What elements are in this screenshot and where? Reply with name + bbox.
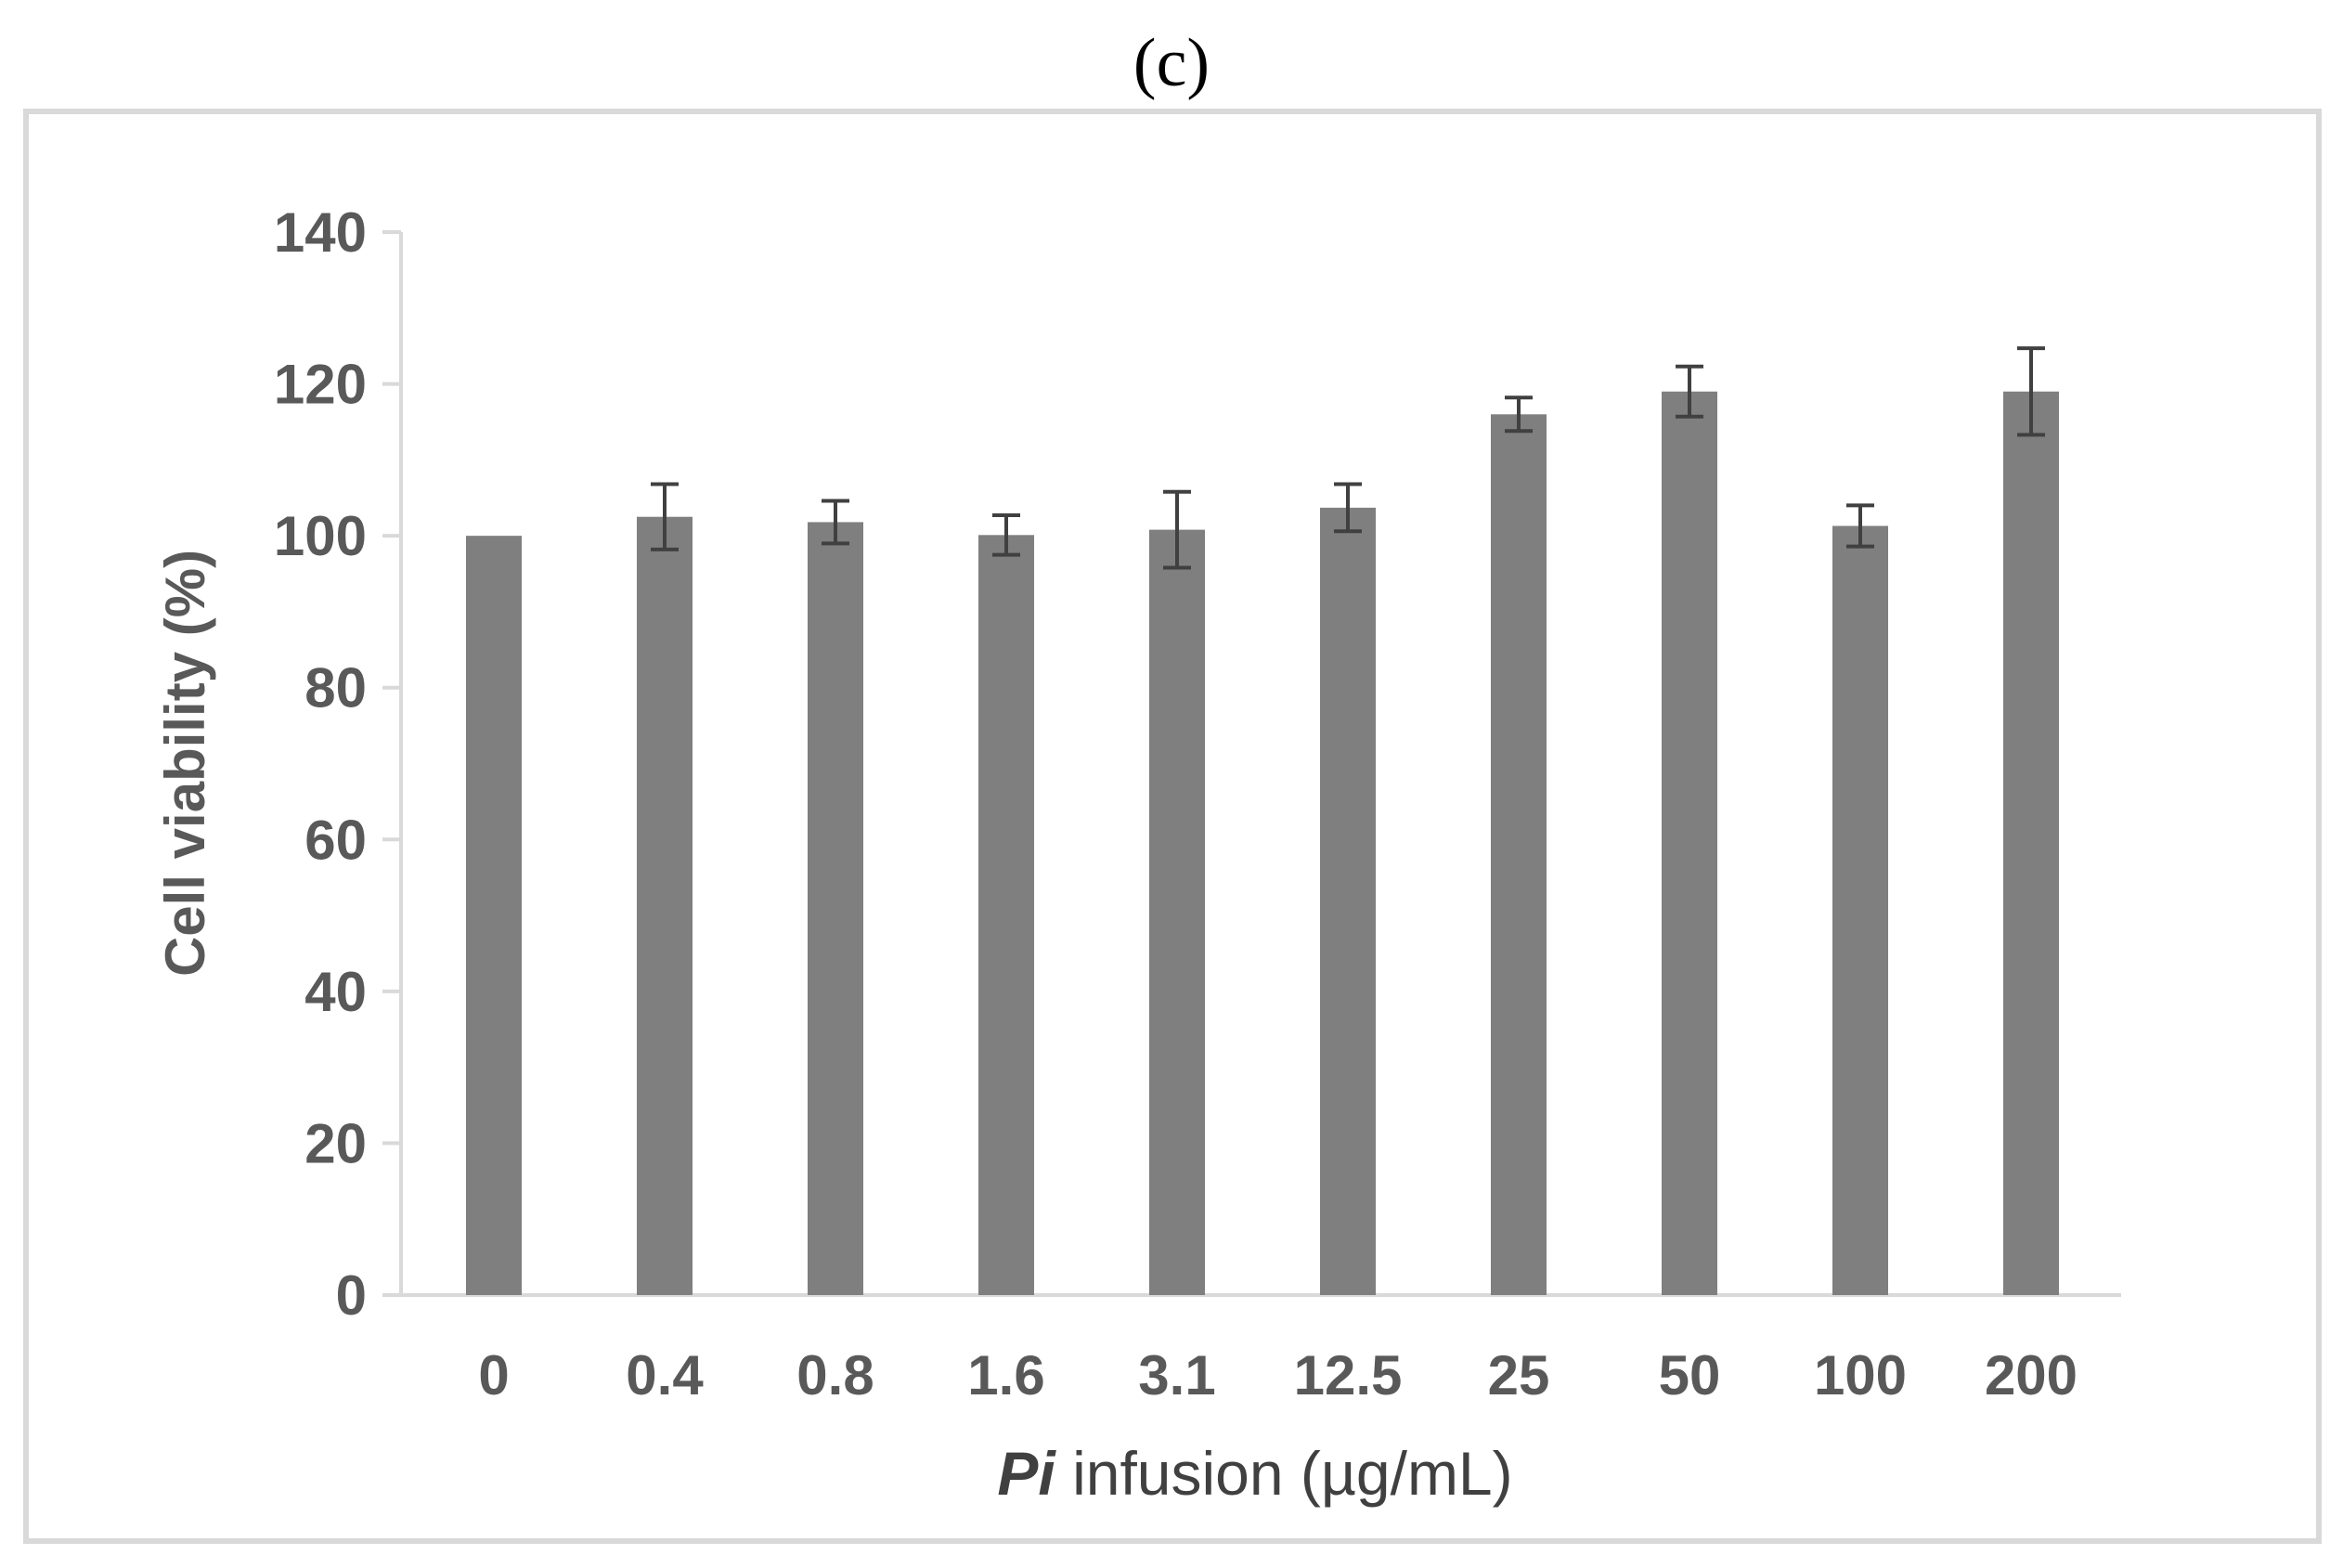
bar-series xyxy=(466,391,2059,1295)
bar xyxy=(1320,507,1376,1295)
y-tick-label: 20 xyxy=(304,1112,367,1174)
error-bar xyxy=(1505,395,1533,434)
bar xyxy=(637,516,693,1295)
y-tick-label: 100 xyxy=(274,505,367,567)
x-tick-label: 0.4 xyxy=(626,1344,704,1406)
y-tick-label: 40 xyxy=(304,961,367,1023)
x-axis-labels: 0 0.4 0.8 1.6 3.1 12.5 25 50 100 200 xyxy=(478,1344,2078,1406)
error-bar xyxy=(1334,482,1362,534)
bar xyxy=(466,536,522,1295)
error-bar xyxy=(2017,346,2045,437)
x-tick-label: 0.8 xyxy=(796,1344,874,1406)
error-bar xyxy=(1676,364,1703,419)
x-axis-title-rest: infusion (µg/mL) xyxy=(1055,1439,1513,1508)
y-axis-ticks: 0 20 40 60 80 100 120 140 xyxy=(274,201,401,1327)
chart-frame xyxy=(23,109,2322,1544)
error-bars xyxy=(651,346,2045,570)
x-tick-label: 200 xyxy=(1985,1344,2078,1406)
x-tick-label: 100 xyxy=(1814,1344,1907,1406)
x-tick-label: 12.5 xyxy=(1294,1344,1403,1406)
bar xyxy=(808,522,863,1295)
bar xyxy=(1491,414,1547,1295)
x-tick-label: 25 xyxy=(1488,1344,1550,1406)
error-bar xyxy=(992,513,1020,557)
error-bar xyxy=(822,499,849,546)
y-tick-label: 140 xyxy=(274,201,367,264)
x-axis-title: Pi infusion (µg/mL) xyxy=(997,1439,1512,1508)
y-tick-label: 120 xyxy=(274,354,367,416)
bar xyxy=(2003,391,2059,1295)
y-tick-label: 0 xyxy=(336,1264,367,1327)
error-bar xyxy=(651,482,679,551)
y-axis-title: Cell viability (%) xyxy=(154,550,216,977)
bar xyxy=(978,535,1034,1295)
bar xyxy=(1149,529,1205,1295)
y-tick-label: 80 xyxy=(304,657,367,719)
error-bar xyxy=(1163,489,1191,570)
panel-label: (c) xyxy=(1133,25,1210,101)
bar xyxy=(1662,391,1717,1295)
y-tick-label: 60 xyxy=(304,809,367,871)
x-tick-label: 1.6 xyxy=(967,1344,1044,1406)
x-axis-title-italic: Pi xyxy=(997,1439,1056,1508)
error-bar xyxy=(1846,503,1874,549)
bar xyxy=(1832,525,1888,1295)
x-tick-label: 50 xyxy=(1659,1344,1721,1406)
x-tick-label: 3.1 xyxy=(1138,1344,1215,1406)
x-tick-label: 0 xyxy=(478,1344,509,1406)
